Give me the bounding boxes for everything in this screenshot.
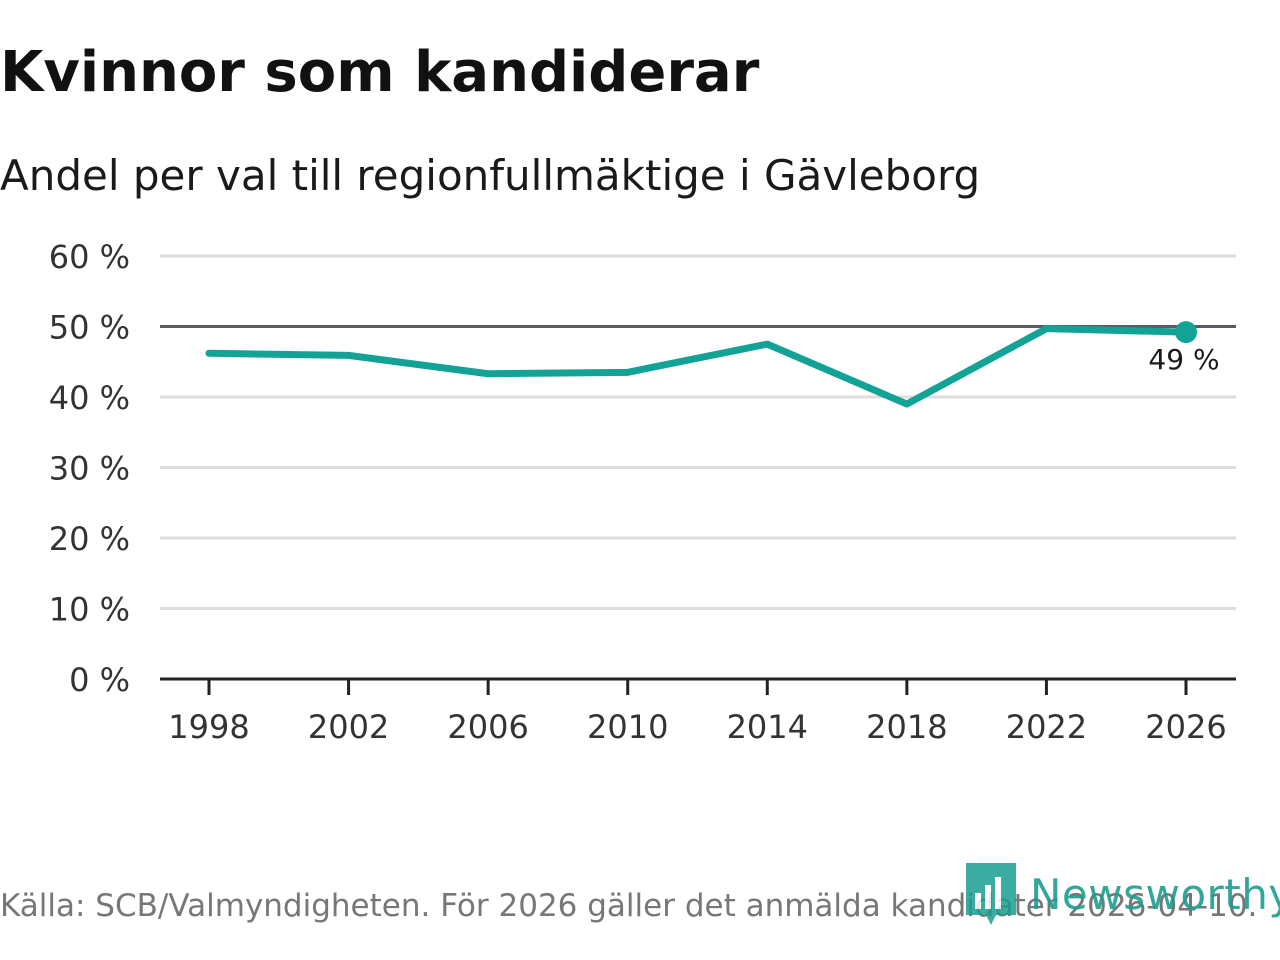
y-tick-label: 30 % bbox=[49, 450, 130, 488]
y-tick-label: 10 % bbox=[49, 591, 130, 629]
bar-chart-icon bbox=[966, 863, 1016, 925]
x-tick-label: 2018 bbox=[866, 708, 947, 746]
last-data-point bbox=[1175, 321, 1197, 344]
source-note: Källa: SCB/Valmyndigheten. För 2026 gäll… bbox=[0, 888, 1258, 924]
x-tick-label: 2014 bbox=[727, 708, 808, 746]
brand-name: Newsworthy bbox=[1030, 869, 1280, 919]
x-tick-label: 2006 bbox=[447, 708, 528, 746]
chart-subtitle: Andel per val till regionfullmäktige i G… bbox=[0, 151, 981, 200]
x-tick-label: 2026 bbox=[1145, 708, 1226, 746]
y-tick-label: 50 % bbox=[49, 309, 130, 347]
x-tick-label: 2010 bbox=[587, 708, 668, 746]
x-tick-label: 1998 bbox=[168, 708, 249, 746]
series-line bbox=[205, 325, 1190, 408]
y-tick-label: 20 % bbox=[49, 520, 130, 558]
brand-logo: Newsworthy bbox=[966, 862, 1280, 926]
y-tick-label: 40 % bbox=[49, 379, 130, 417]
y-tick-label: 60 % bbox=[49, 238, 130, 276]
end-value-label: 49 % bbox=[1148, 343, 1219, 376]
y-tick-label: 0 % bbox=[69, 661, 130, 699]
chart-title: Kvinnor som kandiderar bbox=[0, 40, 760, 105]
x-tick-label: 2002 bbox=[308, 708, 389, 746]
x-tick-label: 2022 bbox=[1006, 708, 1087, 746]
